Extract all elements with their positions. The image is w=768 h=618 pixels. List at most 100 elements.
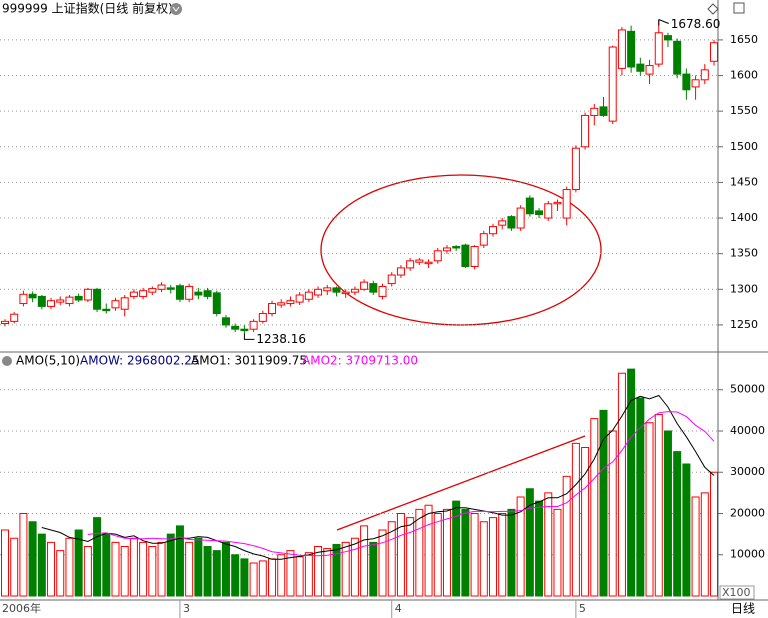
high-label: 1678.60 — [671, 17, 721, 31]
volume-bar — [314, 545, 323, 597]
volume-bar — [571, 442, 580, 597]
volume-bar — [157, 541, 166, 597]
volume-bar — [608, 430, 617, 597]
volume-bar — [258, 560, 267, 597]
candle-body — [710, 42, 718, 62]
volume-bar — [470, 512, 479, 597]
volume-bar — [286, 550, 295, 597]
x-tick-label: 2006年 — [2, 601, 41, 615]
volume-bar — [203, 545, 212, 597]
candle-body — [498, 220, 507, 226]
candle-body — [378, 285, 387, 297]
candle-body — [654, 32, 663, 65]
candle-body — [221, 317, 230, 326]
candle-body — [166, 287, 175, 290]
volume-bar — [83, 545, 92, 597]
candle-body — [617, 29, 626, 69]
volume-bar — [627, 368, 636, 597]
menu-icon[interactable] — [170, 3, 182, 15]
candle-body — [258, 313, 267, 322]
volume-bar — [645, 422, 654, 597]
candle-body — [360, 281, 369, 290]
candle-body — [369, 283, 378, 293]
candle-body — [461, 244, 470, 267]
unit-label: X100 — [722, 586, 751, 599]
candle-body — [10, 313, 19, 322]
candle-body — [489, 226, 498, 235]
volume-bar — [304, 552, 313, 597]
volume-bar — [166, 533, 175, 597]
y-tick-label: 1650 — [730, 33, 758, 46]
volume-bar — [691, 496, 700, 597]
volume-bar — [148, 545, 157, 597]
candle-body — [581, 114, 590, 148]
y-tick-label: 1300 — [730, 282, 758, 295]
volume-bar — [387, 521, 396, 597]
candle-body — [19, 293, 28, 305]
candle-body — [636, 63, 645, 72]
volume-bar — [47, 541, 56, 597]
icon[interactable] — [707, 3, 719, 15]
volume-bar — [617, 372, 626, 597]
volume-bar — [682, 463, 691, 597]
volume-bar — [221, 541, 230, 597]
volume-bar — [489, 517, 498, 597]
volume-bar — [479, 521, 488, 597]
volume-bar — [194, 537, 203, 597]
volume-bar — [461, 508, 470, 597]
volume-bar — [590, 418, 599, 597]
candle-body — [470, 246, 479, 267]
candle-body — [682, 73, 691, 91]
candle-body — [452, 246, 461, 249]
readout: AMOW: 2968002.25 — [80, 354, 200, 368]
volume-bar — [249, 562, 258, 597]
low-label: 1238.16 — [256, 332, 306, 346]
volume-bar — [37, 533, 46, 597]
candle-body — [645, 65, 654, 75]
volume-bar — [710, 471, 718, 597]
candle-body — [185, 285, 194, 300]
volume-bar — [139, 541, 148, 597]
volume-bar — [544, 492, 553, 597]
candle-body — [599, 106, 608, 116]
candle-body — [129, 291, 138, 297]
candle-body — [673, 40, 682, 75]
candle-body — [507, 216, 516, 229]
menu-icon[interactable] — [2, 356, 12, 366]
candle-body — [194, 291, 203, 296]
candle-body — [1, 320, 9, 324]
volume-bar — [415, 508, 424, 597]
candle-body — [663, 35, 672, 41]
y-tick-label: 10000 — [730, 548, 765, 561]
candle-body — [47, 300, 56, 307]
y-tick-label: 1600 — [730, 69, 758, 82]
readout: AMO2: 3709713.00 — [302, 354, 418, 368]
volume-bar — [65, 537, 74, 597]
volume-bar — [129, 537, 138, 597]
candle-body — [203, 290, 212, 297]
candle-body — [562, 189, 571, 219]
volume-bar — [369, 541, 378, 597]
candle-body — [332, 287, 341, 293]
icon[interactable] — [733, 2, 745, 14]
annotation-arrow — [658, 19, 669, 26]
volume-bar — [120, 545, 129, 597]
candle-body — [240, 328, 249, 332]
candle-body — [323, 287, 332, 292]
candle-body — [74, 295, 83, 301]
candle-body — [249, 320, 258, 330]
candle-body — [571, 147, 580, 191]
volume-bar — [654, 413, 663, 597]
candle-body — [590, 107, 599, 116]
volume-bar — [341, 541, 350, 597]
volume-bar — [185, 541, 194, 597]
candle-body — [544, 203, 553, 219]
volume-bar — [562, 475, 571, 597]
candle-body — [516, 207, 525, 229]
volume-bar — [378, 529, 387, 597]
candle-body — [387, 274, 396, 285]
volume-bar — [240, 558, 249, 597]
volume-bar — [268, 558, 277, 597]
candle-body — [231, 325, 240, 330]
y-tick-label: 50000 — [730, 383, 765, 396]
